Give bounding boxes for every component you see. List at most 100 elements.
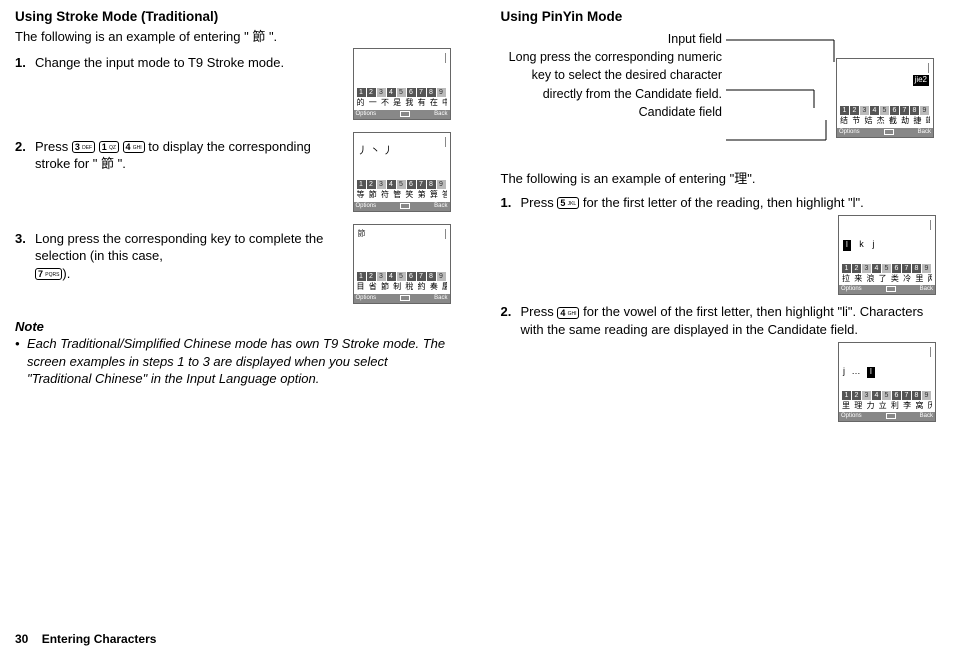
phone-softkeys: Options Back xyxy=(839,412,935,421)
right-phone2-numrow: 1 2 3 4 5 6 7 8 9 xyxy=(842,391,932,400)
numcell: 9 xyxy=(922,391,931,400)
numcell: 4 xyxy=(872,391,881,400)
phone-softkeys: Options Back xyxy=(354,202,450,211)
t: Press xyxy=(35,139,72,154)
numcell: 8 xyxy=(910,106,919,115)
numcell: 1 xyxy=(357,88,366,97)
softkey-right: Back xyxy=(434,202,447,211)
numcell: 1 xyxy=(357,180,366,189)
numcell: 2 xyxy=(367,272,376,281)
numcell: 6 xyxy=(407,272,416,281)
key-1: 1 QZ xyxy=(99,141,119,153)
t: 理 xyxy=(734,171,747,186)
right-phone1: l k j 1 2 3 4 5 6 7 8 9 xyxy=(838,215,936,295)
left-step1: 1. Change the input mode to T9 Stroke mo… xyxy=(15,54,347,72)
numcell: 4 xyxy=(387,272,396,281)
numcell: 5 xyxy=(397,88,406,97)
numcell: 9 xyxy=(437,88,446,97)
numcell: 7 xyxy=(902,391,911,400)
right-step1-text: Press 5 JKL for the first letter of the … xyxy=(521,194,937,212)
numcell: 3 xyxy=(377,88,386,97)
phone-softkeys: Options Back xyxy=(837,128,933,137)
left-step3: 3. Long press the corresponding key to c… xyxy=(15,230,347,283)
annot-phone-numrow: 1 2 3 4 5 6 7 8 9 xyxy=(840,106,930,115)
letter-k: k xyxy=(859,239,864,249)
hl-l2: l xyxy=(867,367,875,378)
annot-svg xyxy=(726,30,836,160)
numcell: 8 xyxy=(912,391,921,400)
right-title: Using PinYin Mode xyxy=(501,8,937,26)
softkey-mid-icon xyxy=(400,295,410,301)
numcell: 1 xyxy=(840,106,849,115)
t: The following is an example of entering … xyxy=(501,171,735,186)
key-7: 7 PQRS xyxy=(35,268,62,280)
t: 節 xyxy=(101,156,114,171)
left-intro: The following is an example of entering … xyxy=(15,28,451,46)
numcell: 2 xyxy=(852,391,861,400)
numcell: 5 xyxy=(397,272,406,281)
right-phone1-chars: 拉 来 浪 了 类 冷 里 两 咯 xyxy=(842,274,932,285)
t: Long press the corresponding key to comp… xyxy=(35,231,323,264)
hl-l: l xyxy=(843,240,851,251)
numcell: 3 xyxy=(860,106,869,115)
softkey-right: Back xyxy=(434,110,447,119)
left-phone2-numrow: 1 2 3 4 5 6 7 8 9 xyxy=(357,180,447,189)
t: Press xyxy=(521,195,558,210)
numcell: 9 xyxy=(920,106,929,115)
left-step2-row: 2. Press 3 DEF 1 QZ 4 GHI to display the… xyxy=(15,132,451,212)
key-4b: 4 GHI xyxy=(557,307,579,319)
numcell: 8 xyxy=(427,88,436,97)
numcell: 5 xyxy=(882,391,891,400)
left-phone3-chars: 目 省 節 制 稅 約 奏 慶 的 xyxy=(357,282,447,293)
left-phone3: 節 1 2 3 4 5 6 7 8 9 目 省 節 制 稅 約 奏 慶 的 xyxy=(353,224,451,304)
key-5: 5 JKL xyxy=(557,197,579,209)
numcell: 4 xyxy=(870,106,879,115)
ellipsis: … xyxy=(852,366,861,376)
numcell: 7 xyxy=(417,272,426,281)
note-body: • Each Traditional/Simplified Chinese mo… xyxy=(15,335,451,388)
t: ). xyxy=(62,266,70,281)
numcell: 9 xyxy=(437,180,446,189)
left-step1-text: Change the input mode to T9 Stroke mode. xyxy=(35,54,347,72)
phone-softkeys: Options Back xyxy=(354,110,450,119)
numcell: 3 xyxy=(377,272,386,281)
t: ". xyxy=(114,156,126,171)
t: Press xyxy=(521,304,558,319)
numcell: 1 xyxy=(842,264,851,273)
numcell: 8 xyxy=(912,264,921,273)
key-4: 4 GHI xyxy=(123,141,145,153)
letter-j2: j xyxy=(843,366,845,376)
numcell: 2 xyxy=(852,264,861,273)
softkey-mid-icon xyxy=(400,111,410,117)
left-step1-row: 1. Change the input mode to T9 Stroke mo… xyxy=(15,48,451,120)
phone2-strokes: 丿 丶 丿 xyxy=(358,145,394,159)
note-text: Each Traditional/Simplified Chinese mode… xyxy=(27,335,451,388)
left-step2-num: 2. xyxy=(15,138,35,156)
softkey-left: Options xyxy=(841,285,862,294)
note-bullet: • xyxy=(15,335,27,388)
annot-phone-chars: 结 节 姞 杰 截 劫 捷 竭 洁 xyxy=(840,116,930,127)
softkey-right: Back xyxy=(434,294,447,303)
phone-softkeys: Options Back xyxy=(839,285,935,294)
letter-j: j xyxy=(872,239,874,249)
left-phone2-chars: 等 節 符 管 笑 第 算 答 簡 xyxy=(357,190,447,201)
numcell: 9 xyxy=(437,272,446,281)
annot-block: Input field Long press the corresponding… xyxy=(501,30,937,150)
t: for the first letter of the reading, the… xyxy=(579,195,864,210)
numcell: 4 xyxy=(872,264,881,273)
t: ". xyxy=(747,171,755,186)
softkey-mid-icon xyxy=(886,286,896,292)
right-phone2: j … l 1 2 3 4 5 6 7 8 9 xyxy=(838,342,936,422)
softkey-left: Options xyxy=(356,294,377,303)
numcell: 6 xyxy=(890,106,899,115)
softkey-mid-icon xyxy=(400,203,410,209)
numcell: 1 xyxy=(357,272,366,281)
right-annot-phone: jie2 1 2 3 4 5 6 7 8 9 xyxy=(836,58,934,138)
numcell: 3 xyxy=(377,180,386,189)
numcell: 5 xyxy=(882,264,891,273)
numcell: 3 xyxy=(862,264,871,273)
right-step2-num: 2. xyxy=(501,303,521,321)
page-footer: 30 Entering Characters xyxy=(15,631,156,647)
left-phone1: 1 2 3 4 5 6 7 8 9 的 一 不 是 我 有 在 中 人 Opti… xyxy=(353,48,451,120)
annot-candidate-field: Candidate field xyxy=(501,103,723,121)
